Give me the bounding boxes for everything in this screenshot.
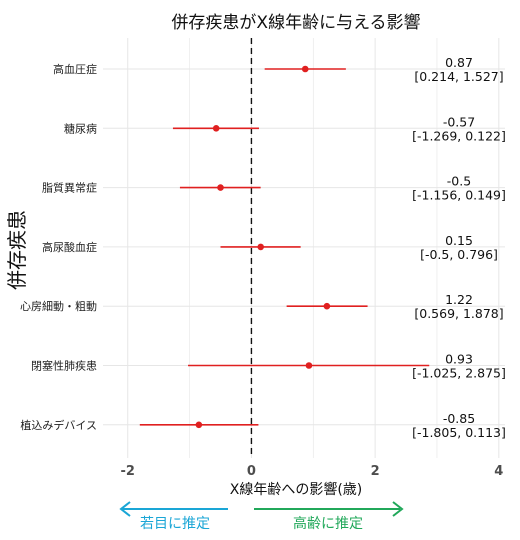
estimate-point	[301, 65, 309, 73]
forest-row: 植込みデバイス -0.85[-1.805, 0.113]	[20, 411, 506, 440]
ci-label: [0.569, 1.878]	[414, 306, 503, 321]
estimate-point	[305, 362, 313, 369]
forest-row: 高血圧症 0.87[0.214, 1.527]	[53, 55, 504, 84]
estimate-label: -0.85	[443, 411, 475, 426]
estimate-point	[195, 421, 203, 429]
forest-row: 心房細動・粗動 1.22[0.569, 1.878]	[20, 292, 504, 321]
ci-label: [-1.025, 2.875]	[412, 366, 506, 381]
row-label: 脂質異常症	[42, 181, 97, 195]
forest-row: 脂質異常症 -0.5[-1.156, 0.149]	[42, 174, 506, 203]
x-tick-label: 2	[371, 464, 380, 479]
x-ticks: -2 0 2 4	[121, 464, 504, 479]
estimate-label: 0.93	[445, 352, 473, 367]
estimate-point	[212, 125, 220, 132]
estimate-label: 0.15	[445, 233, 473, 248]
ci-label: [-1.156, 0.149]	[412, 188, 506, 203]
x-tick-label: 0	[247, 464, 256, 479]
right-direction-arrow	[254, 501, 404, 517]
estimate-point	[323, 302, 331, 310]
estimate-label: -0.57	[443, 114, 475, 129]
left-direction-arrow	[119, 501, 228, 517]
row-label: 心房細動・粗動	[20, 299, 97, 313]
forest-row: 糖尿病 -0.57[-1.269, 0.122]	[64, 114, 506, 143]
ci-label: [-1.805, 0.113]	[412, 425, 506, 440]
x-tick-label: 4	[494, 464, 503, 479]
row-label: 高血圧症	[53, 62, 97, 76]
row-label: 高尿酸血症	[42, 240, 97, 254]
right-direction-label: 高齢に推定	[293, 515, 363, 532]
estimate-point	[257, 243, 265, 251]
ci-label: [0.214, 1.527]	[414, 69, 503, 84]
ci-label: [-0.5, 0.796]	[420, 247, 498, 262]
row-label: 糖尿病	[64, 121, 97, 135]
ci-label: [-1.269, 0.122]	[412, 128, 506, 143]
x-axis-label: X線年齢への影響(歳)	[230, 481, 363, 498]
estimate-label: 0.87	[445, 55, 473, 70]
x-tick-label: -2	[121, 464, 135, 479]
forest-row: 閉塞性肺疾患 0.93[-1.025, 2.875]	[31, 352, 506, 381]
left-direction-label: 若目に推定	[140, 516, 210, 532]
estimate-point	[217, 184, 224, 191]
forest-row: 高尿酸血症 0.15[-0.5, 0.796]	[42, 233, 498, 262]
estimate-label: 1.22	[445, 292, 473, 307]
row-label: 植込みデバイス	[20, 418, 97, 432]
estimate-label: -0.5	[447, 174, 471, 189]
chart-title: 併存疾患がX線年齢に与える影響	[171, 13, 420, 33]
row-label: 閉塞性肺疾患	[31, 359, 97, 373]
y-axis-label: 併存疾患	[5, 210, 29, 290]
forest-rows: 高血圧症 0.87[0.214, 1.527] 糖尿病 -0.57[-1.269, 0…	[20, 55, 506, 440]
